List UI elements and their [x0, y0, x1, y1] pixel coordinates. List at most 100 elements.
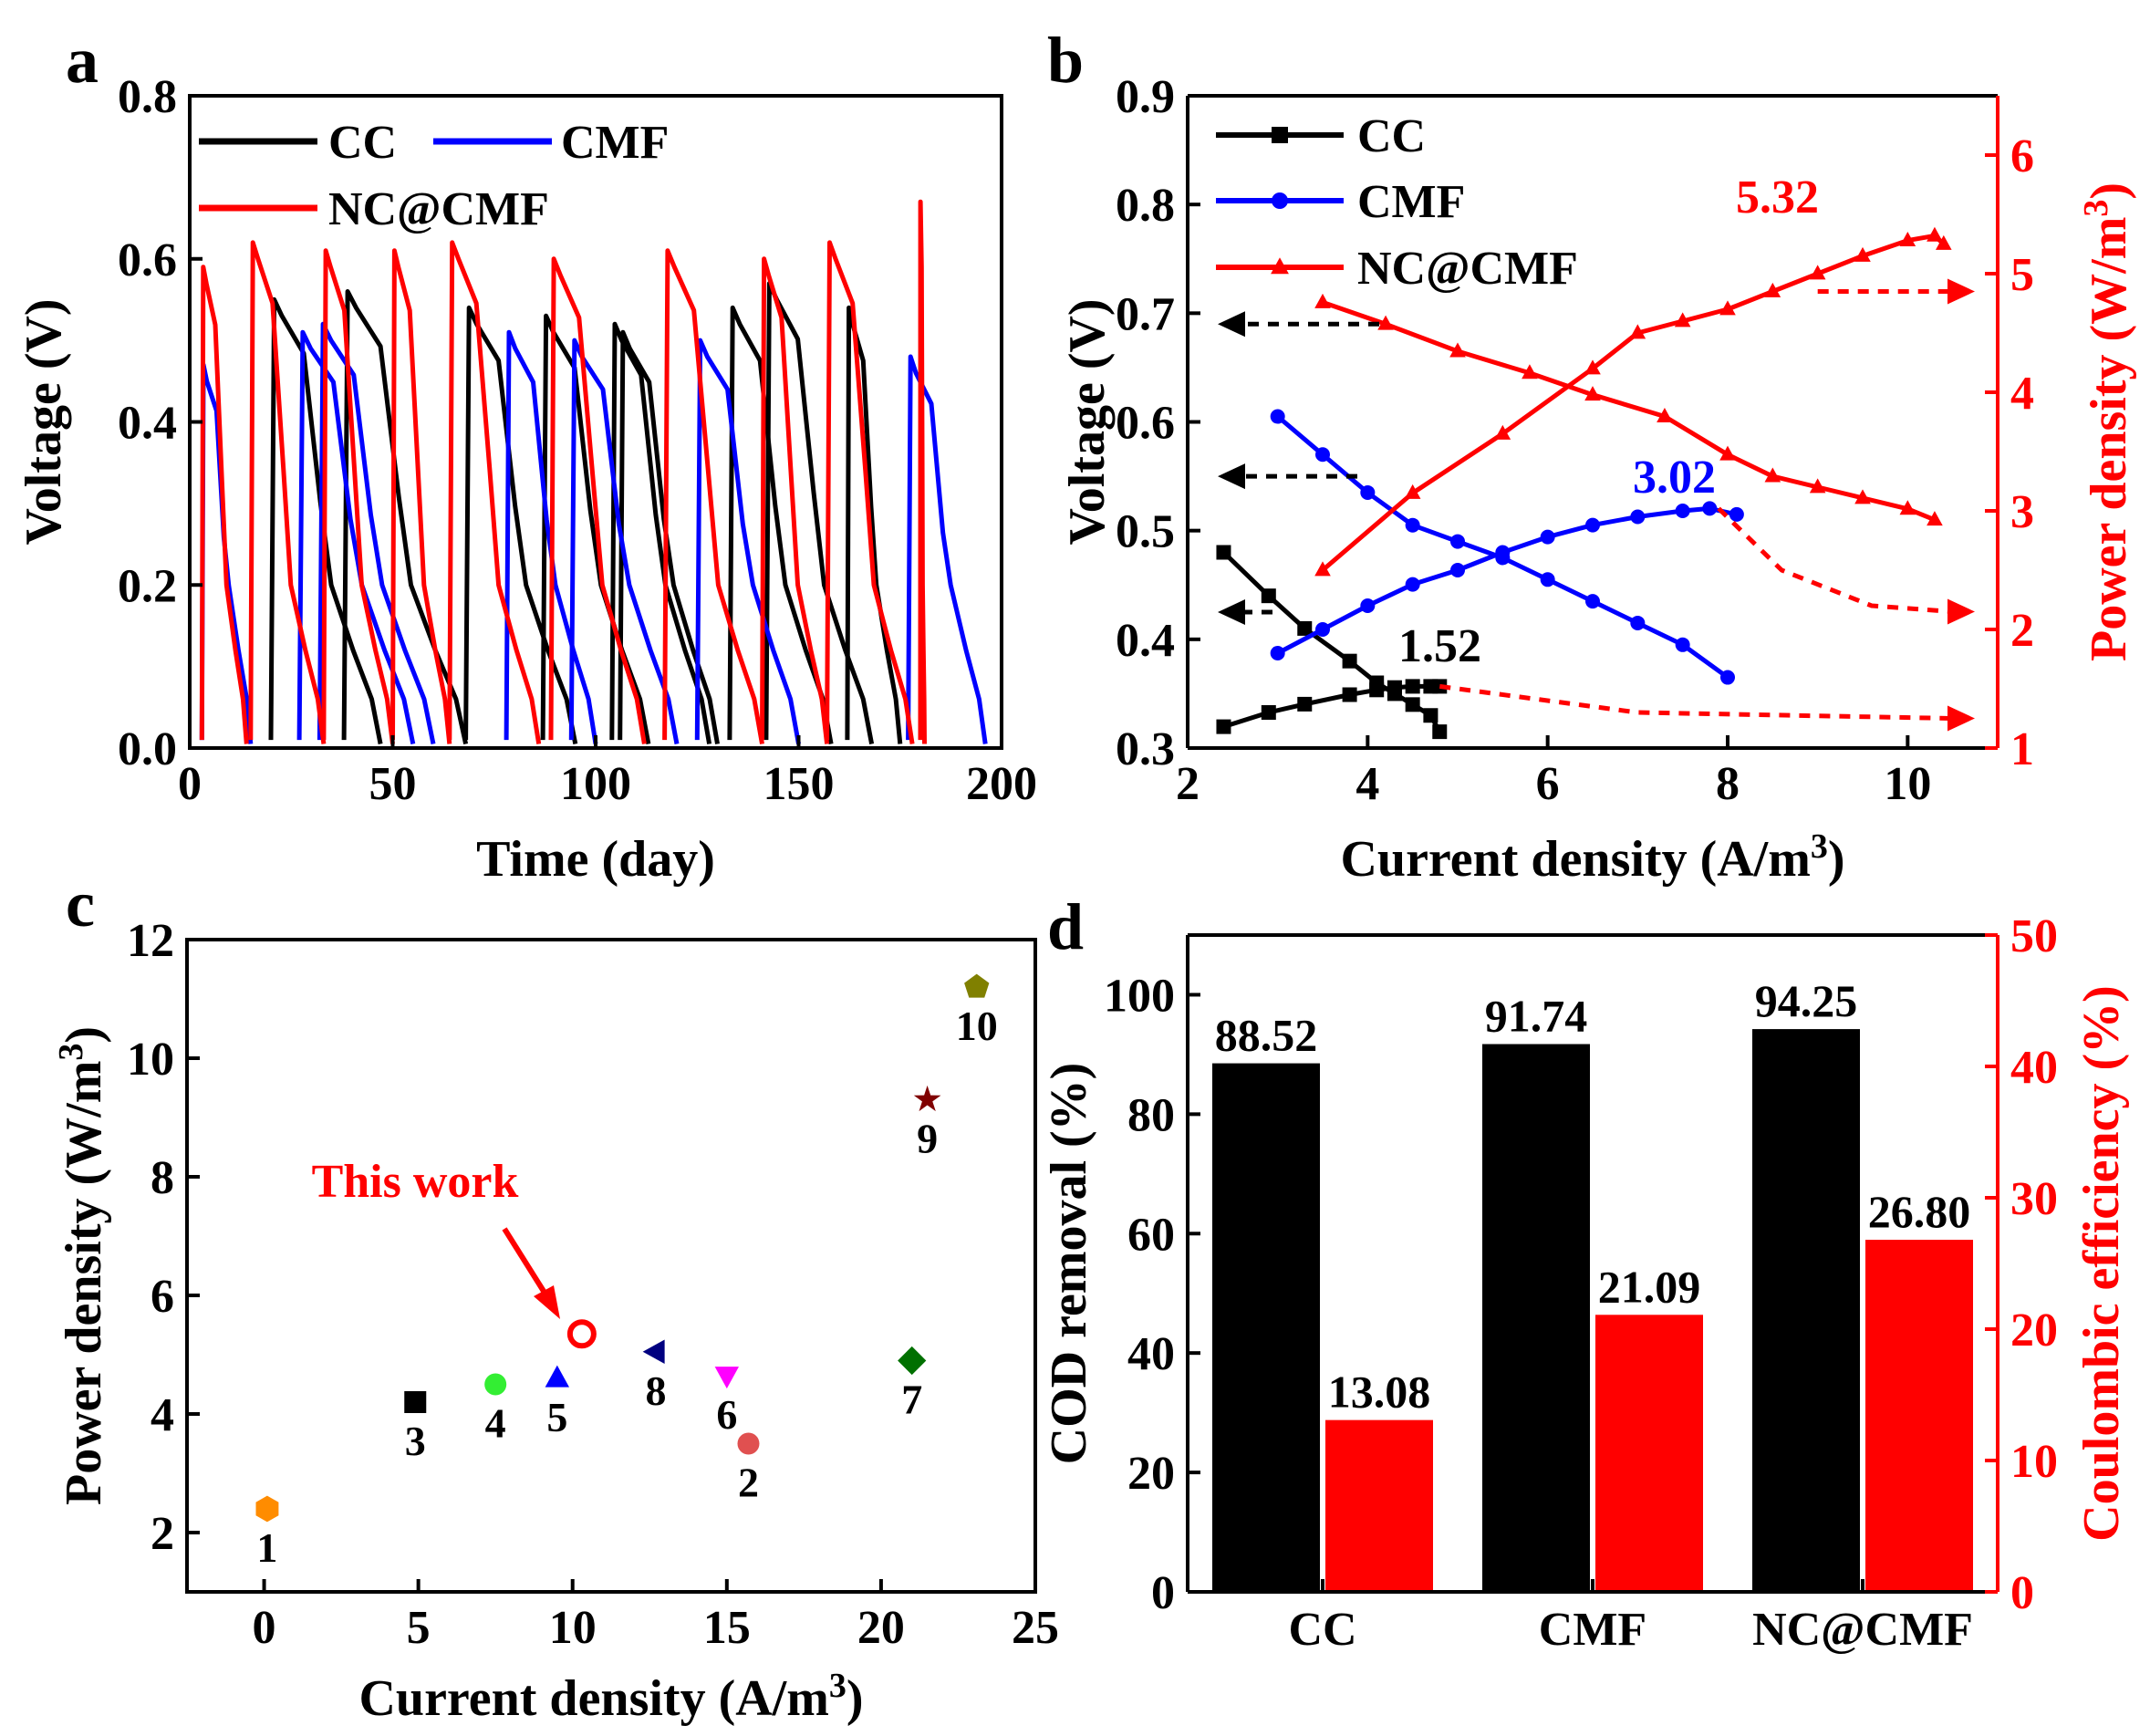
series-nccmf-cycle	[248, 240, 327, 744]
left-axis-arrowhead	[1218, 311, 1245, 338]
power-point-cc	[1405, 679, 1420, 694]
x-tick-label: 2	[1176, 758, 1200, 810]
voltage-point-nccmf	[1522, 364, 1538, 379]
power-point-nccmf	[1314, 561, 1331, 577]
point-label-1: 1	[256, 1524, 277, 1571]
x-tick-label: 0	[253, 1602, 276, 1654]
voltage-point-nccmf	[1899, 500, 1916, 515]
power-point-cmf	[1702, 501, 1718, 516]
voltage-point-cc	[1342, 653, 1357, 669]
series-cmf-cycle	[504, 329, 598, 744]
legend-marker-cmf	[1272, 192, 1288, 209]
x-tick-label: 200	[966, 758, 1037, 810]
panel-label-a: a	[66, 24, 99, 97]
annotation-cc-max: 1.52	[1398, 620, 1481, 672]
y-tick-label: 0.6	[1116, 398, 1175, 450]
power-point-nccmf	[1719, 300, 1736, 316]
left-axis-arrowhead	[1218, 599, 1245, 626]
voltage-point-cmf	[1630, 615, 1646, 630]
voltage-point-cc	[1432, 724, 1448, 740]
bar-value-ce: 26.80	[1868, 1186, 1971, 1237]
y-tick-label: 2	[151, 1508, 174, 1560]
point-label-6: 6	[716, 1391, 737, 1438]
legend-label-nccmf: NC@CMF	[1357, 243, 1578, 295]
power-point-cmf	[1360, 598, 1376, 613]
right-axis-arrowhead	[1947, 278, 1975, 305]
legend-label-cc: CC	[1357, 110, 1426, 162]
voltage-point-cmf	[1450, 534, 1465, 549]
voltage-point-cc	[1297, 620, 1313, 636]
panel-d: d 88.52 13.08 CC 91.74 21.09 CMF 94.25 26.80 NC@C…	[1041, 890, 2130, 1656]
x-tick-label: 100	[560, 758, 631, 810]
voltage-point-cc	[1261, 588, 1276, 604]
series-nccmf-cycle	[199, 265, 249, 744]
voltage-point-cc	[1216, 545, 1231, 560]
x-tick-label: NC@CMF	[1752, 1604, 1973, 1656]
y-tick-label: 0.8	[118, 71, 177, 123]
power-point-cc	[1342, 687, 1357, 702]
power-point-cc	[1387, 680, 1402, 695]
panel-b: b 1.52 3.02 5.32 0.3 0.4 0.5 0.6 0.7 0.8 0.9 1 2 3 4 5 6…	[1047, 24, 2137, 888]
voltage-line-nccmf	[1322, 300, 1936, 523]
voltage-point-cmf	[1675, 637, 1690, 652]
y-tick-label: 20	[1127, 1448, 1175, 1500]
power-point-nccmf	[1899, 232, 1916, 246]
voltage-point-nccmf	[1377, 315, 1394, 330]
power-point-nccmf	[1584, 359, 1601, 375]
point-marker-5	[545, 1365, 570, 1388]
y2-axis-label: Power density (W/m3)	[2077, 182, 2137, 661]
y-tick-label: 0.9	[1116, 71, 1175, 123]
point-marker-3	[404, 1391, 427, 1413]
x-tick-label: CMF	[1539, 1604, 1646, 1656]
panel-label-c: c	[66, 868, 95, 941]
point-marker-9	[913, 1085, 941, 1112]
power-line-cmf	[1276, 505, 1738, 656]
power-point-cc	[1297, 696, 1313, 712]
y2-tick-label: 1	[2010, 723, 2034, 775]
x-tick-label: 15	[703, 1602, 751, 1654]
voltage-point-cmf	[1720, 670, 1735, 685]
right-axis-arrowhead	[1947, 598, 1975, 625]
x-tick-label: 5	[407, 1602, 431, 1654]
point-label-5: 5	[546, 1394, 567, 1440]
y-tick-label: 12	[127, 915, 174, 967]
y-tick-label: 0.4	[1116, 615, 1175, 667]
voltage-point-cmf	[1540, 572, 1555, 587]
y2-tick-label: 5	[2010, 249, 2034, 301]
voltage-point-cmf	[1585, 594, 1600, 609]
point-label-10: 10	[956, 1003, 998, 1049]
x-axis-label: Time (day)	[476, 831, 715, 888]
y2-tick-label: 0	[2010, 1567, 2034, 1619]
power-point-nccmf	[1936, 234, 1952, 250]
x-axis-label: Current density (A/m3)	[1340, 827, 1844, 888]
y-tick-label: 0.8	[1116, 180, 1175, 232]
bar-value-cod: 91.74	[1485, 991, 1588, 1042]
legend-label-cmf: CMF	[561, 117, 669, 169]
y2-tick-label: 20	[2010, 1305, 2058, 1357]
voltage-point-nccmf	[1584, 386, 1601, 401]
power-point-cmf	[1585, 517, 1600, 533]
power-point-cmf	[1495, 545, 1511, 560]
power-point-cmf	[1630, 509, 1646, 525]
y2-tick-label: 30	[2010, 1173, 2058, 1225]
x-tick-label: 6	[1536, 758, 1560, 810]
legend-marker-cc	[1272, 127, 1288, 143]
point-marker-2	[737, 1432, 760, 1455]
y-tick-label: 40	[1127, 1328, 1175, 1380]
y-tick-label: 0.2	[118, 560, 177, 612]
y2-tick-label: 10	[2010, 1436, 2058, 1488]
x-tick-label: 150	[763, 758, 835, 810]
series-nccmf-cycle	[825, 240, 915, 744]
y-tick-label: 0.5	[1116, 506, 1175, 558]
y-tick-label: 6	[151, 1271, 174, 1323]
x-tick-label: 50	[369, 758, 417, 810]
power-point-nccmf	[1629, 324, 1646, 339]
series-nccmf-cycle	[760, 256, 830, 744]
y-tick-label: 0.3	[1116, 723, 1175, 775]
bar-value-cod: 94.25	[1755, 975, 1858, 1026]
legend-label-cc: CC	[328, 117, 397, 169]
series-nccmf-cycle	[548, 256, 647, 744]
y-tick-label: 60	[1127, 1209, 1175, 1261]
